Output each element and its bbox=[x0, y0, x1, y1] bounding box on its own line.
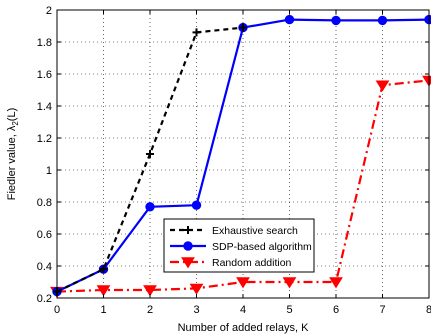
axis-ticks: 0 1 2 3 4 5 6 7 8 0.2 0.4 0.6 0.8 1 1.2 1.4 1.6 1.8 2 bbox=[37, 5, 431, 316]
data-point bbox=[189, 283, 204, 295]
data-point bbox=[375, 80, 390, 92]
legend-marker bbox=[184, 226, 192, 234]
data-point bbox=[145, 202, 155, 212]
data-point bbox=[96, 285, 111, 297]
x-tick-label: 8 bbox=[426, 304, 431, 316]
y-tick-label: 0.6 bbox=[37, 229, 52, 241]
x-tick-label: 3 bbox=[193, 304, 199, 316]
legend-label: Random addition bbox=[212, 257, 292, 269]
x-tick-label: 2 bbox=[147, 304, 153, 316]
data-point bbox=[422, 75, 431, 87]
data-point bbox=[191, 200, 202, 210]
grid bbox=[57, 10, 429, 298]
data-point bbox=[331, 15, 341, 26]
legend-marker bbox=[183, 241, 193, 251]
data-point bbox=[239, 23, 247, 32]
series-line bbox=[56, 79, 430, 293]
legend-label: SDP-based algorithm bbox=[212, 241, 312, 253]
y-tick-label: 1 bbox=[46, 165, 52, 177]
data-point bbox=[329, 277, 343, 289]
legend: Exhaustive search SDP-based algorithm Rand… bbox=[163, 218, 315, 273]
data-point bbox=[192, 28, 201, 37]
series-exhaustive-search bbox=[53, 23, 247, 296]
data-point bbox=[282, 277, 297, 289]
y-axis-label-tail: (L) bbox=[6, 108, 18, 121]
y-axis-label: Fiedler value, λ2(L) bbox=[6, 108, 20, 201]
data-point bbox=[99, 265, 108, 274]
legend-label: Exhaustive search bbox=[212, 225, 298, 237]
x-axis-label: Number of added relays, K bbox=[178, 322, 310, 334]
data-point bbox=[284, 14, 295, 25]
y-axis-label-main: Fiedler value, λ bbox=[6, 125, 18, 200]
x-tick-label: 6 bbox=[333, 304, 339, 316]
y-tick-label: 1.2 bbox=[37, 133, 52, 145]
series-layer bbox=[50, 14, 431, 298]
x-tick-label: 4 bbox=[240, 304, 246, 316]
x-tick-label: 5 bbox=[286, 304, 292, 316]
y-axis-label-subscript: 2 bbox=[11, 121, 20, 126]
y-tick-label: 0.2 bbox=[37, 293, 52, 305]
y-tick-label: 1.8 bbox=[37, 37, 52, 49]
legend-marker bbox=[181, 257, 195, 269]
data-point bbox=[236, 277, 250, 289]
y-tick-label: 2 bbox=[46, 5, 52, 17]
x-tick-label: 1 bbox=[100, 304, 106, 316]
y-tick-label: 1.6 bbox=[37, 69, 52, 81]
x-tick-label: 7 bbox=[379, 304, 385, 316]
data-point bbox=[424, 14, 431, 25]
y-tick-label: 0.4 bbox=[37, 261, 52, 273]
y-tick-label: 1.4 bbox=[37, 101, 52, 113]
y-tick-label: 0.8 bbox=[37, 197, 52, 209]
data-point bbox=[143, 285, 157, 297]
data-point bbox=[146, 150, 154, 158]
x-tick-label: 0 bbox=[54, 304, 60, 316]
data-point bbox=[377, 15, 388, 26]
